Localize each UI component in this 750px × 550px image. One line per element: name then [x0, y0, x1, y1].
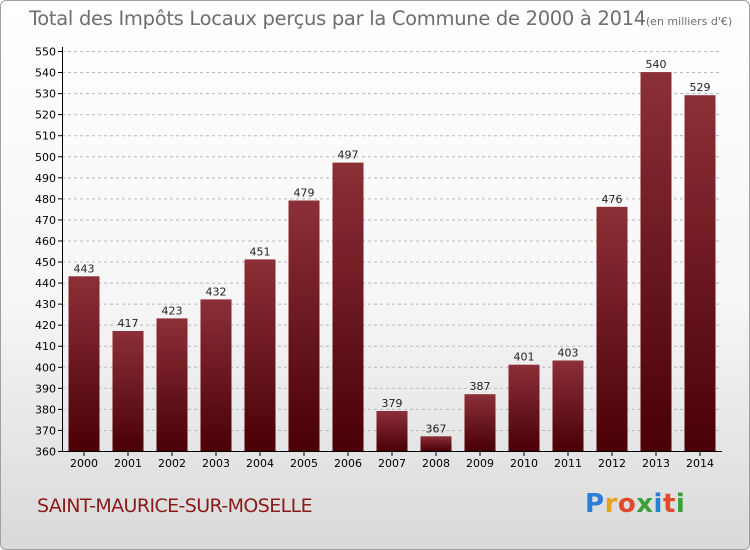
y-axis-ticks: 360 370 380 390 400 410 420 430 440 450 460 470 480 4…: [35, 46, 62, 459]
value-label-2013: 540: [646, 58, 667, 71]
x-tick-label: 2008: [422, 457, 450, 470]
value-label-2008: 367: [426, 422, 447, 435]
x-tick-label: 2012: [598, 457, 626, 470]
chart-title-text: Total des Impôts Locaux perçus par la Co…: [29, 7, 646, 30]
value-label-2000: 443: [74, 262, 95, 275]
bar-2013: [640, 72, 672, 451]
x-tick-label: 2002: [158, 457, 186, 470]
brand-logo-letter: i: [653, 489, 663, 519]
value-label-2005: 479: [294, 186, 315, 199]
y-tick-label: 410: [35, 340, 56, 353]
brand-logo-letter: i: [675, 489, 686, 519]
bar-2000: [68, 276, 100, 451]
x-tick-label: 2007: [378, 457, 406, 470]
bar-2012: [596, 206, 628, 451]
y-tick-label: 430: [35, 298, 56, 311]
x-tick-label: 2011: [554, 457, 582, 470]
bar-2009: [464, 394, 496, 451]
x-tick-label: 2005: [290, 457, 318, 470]
y-tick-label: 400: [35, 361, 56, 374]
y-tick-label: 370: [35, 424, 56, 437]
y-tick-label: 380: [35, 403, 56, 416]
y-tick-label: 550: [35, 46, 56, 59]
bar-2014: [684, 95, 716, 451]
bar-2002: [156, 318, 188, 451]
bar-2008: [420, 436, 452, 451]
y-tick-label: 420: [35, 319, 56, 332]
brand-logo-letter: P: [585, 489, 605, 519]
y-tick-label: 460: [35, 235, 56, 248]
y-tick-label: 540: [35, 67, 56, 80]
bar-2010: [508, 364, 540, 451]
y-tick-label: 360: [35, 446, 56, 459]
value-label-2003: 432: [206, 285, 227, 298]
value-label-2009: 387: [470, 380, 491, 393]
y-tick-label: 440: [35, 277, 56, 290]
value-label-2007: 379: [382, 397, 403, 410]
brand-logo-letter: x: [636, 489, 654, 519]
x-tick-label: 2004: [246, 457, 274, 470]
value-label-2012: 476: [602, 193, 623, 206]
value-label-2004: 451: [250, 245, 271, 258]
x-tick-label: 2013: [642, 457, 670, 470]
bar-2007: [376, 411, 408, 451]
x-tick-label: 2001: [114, 457, 142, 470]
y-tick-label: 470: [35, 214, 56, 227]
brand-logo-letter: t: [662, 489, 676, 519]
x-tick-label: 2014: [686, 457, 714, 470]
y-tick-label: 500: [35, 151, 56, 164]
x-tick-label: 2000: [70, 457, 98, 470]
bar-2003: [200, 299, 232, 451]
x-axis-ticks: 2000 2001 2002 2003 2004 2005 2006 2007 2008 2009…: [70, 451, 714, 470]
y-tick-label: 530: [35, 88, 56, 101]
value-labels: 443 417 423 432 451 479 497 379 367 387 401 403 476 5…: [74, 58, 711, 435]
value-label-2006: 497: [338, 149, 359, 162]
brand-logo-letter: o: [617, 489, 637, 519]
x-tick-label: 2009: [466, 457, 494, 470]
bar-2004: [244, 259, 276, 451]
y-tick-label: 390: [35, 382, 56, 395]
value-label-2001: 417: [118, 317, 139, 330]
bars: [68, 72, 716, 451]
bar-2001: [112, 331, 144, 451]
value-label-2010: 401: [514, 351, 535, 364]
x-tick-label: 2006: [334, 457, 362, 470]
bar-2005: [288, 200, 320, 451]
commune-name: SAINT-MAURICE-SUR-MOSELLE: [37, 495, 313, 517]
brand-logo: Proxiti: [585, 489, 685, 519]
y-tick-label: 510: [35, 130, 56, 143]
bar-2011: [552, 360, 584, 451]
value-label-2014: 529: [690, 81, 711, 94]
chart-unit-label: (en milliers d'€): [645, 15, 733, 28]
bar-2006: [332, 162, 364, 451]
x-tick-label: 2003: [202, 457, 230, 470]
y-tick-label: 490: [35, 172, 56, 185]
y-tick-label: 450: [35, 256, 56, 269]
y-tick-label: 480: [35, 193, 56, 206]
x-tick-label: 2010: [510, 457, 538, 470]
brand-logo-letter: r: [604, 489, 618, 519]
value-label-2002: 423: [162, 304, 183, 317]
value-label-2011: 403: [558, 346, 579, 359]
y-tick-label: 520: [35, 109, 56, 122]
chart-title: Total des Impôts Locaux perçus par la Co…: [29, 7, 732, 30]
